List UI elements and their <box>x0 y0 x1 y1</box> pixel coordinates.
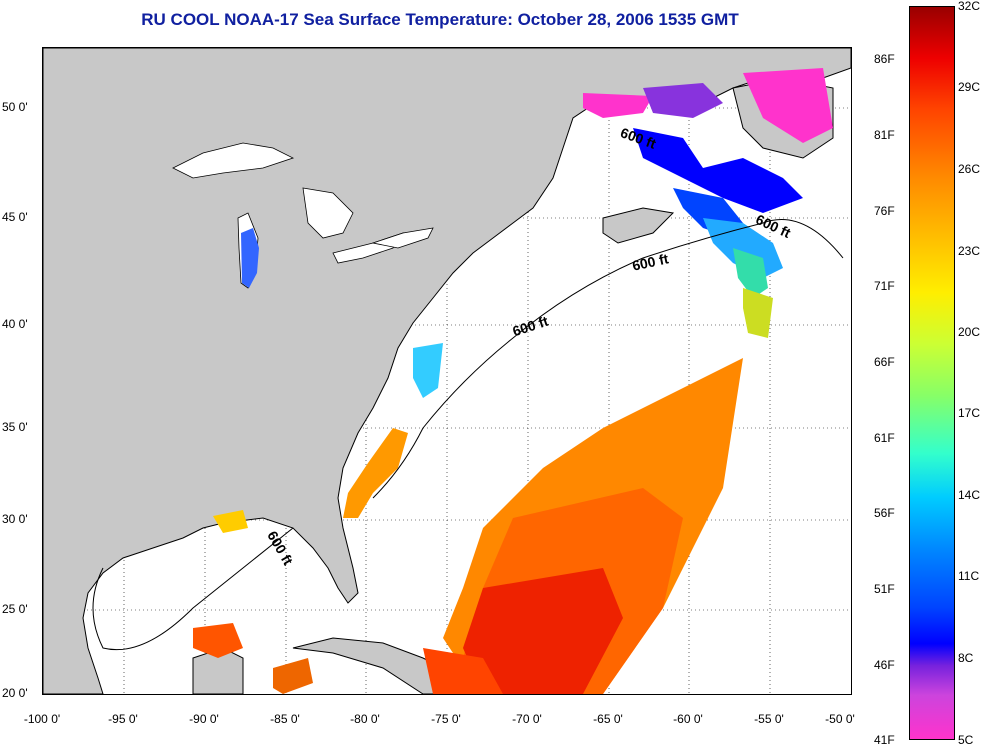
sst-map-canvas <box>43 48 851 694</box>
colorbar-c-label: 32C <box>958 0 981 13</box>
colorbar-c-label: 26C <box>958 162 981 176</box>
colorbar-f-label: 46F <box>874 658 895 672</box>
y-tick-label: 50 0' <box>2 100 28 114</box>
x-tick-label: -55 0' <box>754 712 784 726</box>
colorbar-f-label: 81F <box>874 128 895 142</box>
temperature-colorbar <box>909 6 955 740</box>
x-tick-label: -85 0' <box>270 712 300 726</box>
colorbar-c-label: 8C <box>958 651 974 665</box>
x-tick-label: -100 0' <box>23 712 61 726</box>
x-tick-label: -60 0' <box>673 712 703 726</box>
colorbar-c-label: 29C <box>958 80 981 94</box>
colorbar-f-label: 41F <box>874 733 895 747</box>
isobath-600ft <box>92 219 844 651</box>
colorbar-c-label: 11C <box>958 569 980 583</box>
y-tick-label: 45 0' <box>2 210 28 224</box>
colorbar-c-label: 20C <box>958 325 981 339</box>
colorbar-f-label: 61F <box>874 431 895 445</box>
y-tick-label: 30 0' <box>2 512 28 526</box>
colorbar-c-label: 23C <box>958 244 981 258</box>
colorbar-c-label: 17C <box>958 406 981 420</box>
colorbar-f-label: 86F <box>874 52 895 66</box>
x-tick-label: -75 0' <box>431 712 461 726</box>
colorbar-c-label: 5C <box>958 733 974 747</box>
x-tick-label: -50 0' <box>825 712 855 726</box>
x-tick-label: -95 0' <box>108 712 138 726</box>
sst-data <box>193 68 833 694</box>
y-tick-label: 35 0' <box>2 420 28 434</box>
colorbar-f-label: 56F <box>874 506 895 520</box>
colorbar-f-label: 51F <box>874 582 895 596</box>
y-tick-label: 40 0' <box>2 317 28 331</box>
x-tick-label: -70 0' <box>512 712 542 726</box>
colorbar-f-label: 71F <box>874 279 895 293</box>
map-title: RU COOL NOAA-17 Sea Surface Temperature:… <box>141 10 739 29</box>
x-tick-label: -90 0' <box>189 712 219 726</box>
x-tick-label: -65 0' <box>593 712 623 726</box>
colorbar-f-label: 76F <box>874 204 895 218</box>
y-tick-label: 25 0' <box>2 602 28 616</box>
lake-michigan-sst <box>241 228 259 288</box>
colorbar-f-label: 66F <box>874 355 895 369</box>
sst-map <box>42 47 852 695</box>
y-tick-label: 20 0' <box>2 686 28 700</box>
colorbar-c-label: 14C <box>958 488 981 502</box>
x-tick-label: -80 0' <box>350 712 380 726</box>
